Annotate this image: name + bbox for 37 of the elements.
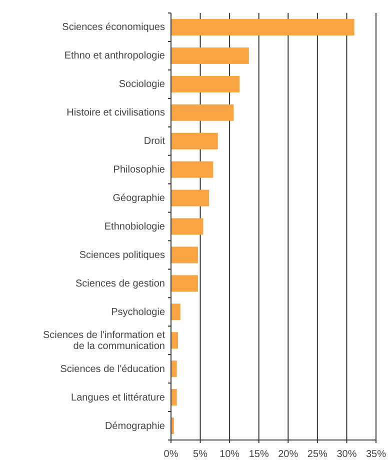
y-tick-label: Droit (144, 136, 166, 147)
y-tick-label: Géographie (112, 192, 166, 204)
x-tick-label: 5% (193, 449, 208, 460)
y-tick-label: Psychologie (111, 306, 166, 318)
y-tick-label: Philosophie (113, 164, 166, 176)
y-tick-label: Ethno et anthropologie (64, 50, 166, 62)
x-tick-label: 10% (220, 449, 240, 460)
bar (171, 332, 178, 349)
y-tick-label: Sciences de l'éducation (60, 363, 165, 374)
x-tick-label: 0% (164, 449, 178, 460)
bar (171, 275, 198, 292)
y-tick-label: Sociologie (118, 78, 166, 90)
y-tick-label: Langues et littérature (71, 392, 166, 403)
bar (171, 246, 198, 264)
bar (171, 218, 204, 235)
bar (171, 304, 180, 320)
bar (171, 18, 354, 36)
bar (171, 190, 210, 206)
x-tick-label: 35% (366, 449, 386, 460)
bar (171, 360, 177, 378)
x-tick-label: 15% (248, 449, 269, 460)
bar (171, 132, 218, 150)
y-tick-label: Sciences de l'information et de la communication (43, 330, 166, 352)
x-tick-label: 20% (278, 449, 298, 460)
y-tick-label: Sciences de gestion (75, 278, 165, 290)
y-tick-label: Histoire et civilisations (66, 107, 165, 118)
bar (171, 47, 249, 64)
y-tick-label: Démographie (104, 420, 166, 432)
bar (171, 161, 214, 178)
x-tick-label: 30% (336, 449, 357, 460)
bar (171, 76, 240, 92)
bar (171, 389, 177, 406)
y-tick-label: Sciences économiques (62, 22, 165, 33)
y-tick-label: Sciences politiques (79, 250, 165, 261)
x-tick-label: 25% (307, 449, 328, 460)
y-tick-label: Ethnobiologie (104, 221, 166, 232)
bar (171, 104, 234, 121)
